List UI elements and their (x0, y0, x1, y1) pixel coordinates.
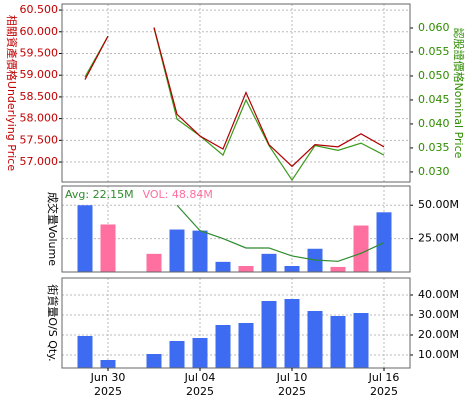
y-tick-label: 60.500 (20, 3, 59, 16)
y-tick-label: 59.500 (20, 46, 59, 59)
y-tick-label: 57.500 (20, 133, 59, 146)
bar (169, 229, 185, 272)
bar (353, 313, 369, 368)
bar (238, 323, 254, 368)
plot-frame (61, 185, 411, 273)
bar (77, 336, 93, 368)
plot-frame (61, 277, 411, 369)
y-tick-label: 30.00M (418, 308, 459, 321)
y-tick-label: 59.000 (20, 68, 59, 81)
y-axis-label: 相關資產價格Underlying Price (5, 15, 19, 171)
y2-tick-label: 0.040 (418, 117, 450, 130)
bar (77, 205, 93, 272)
bar (215, 325, 231, 368)
plot-area (62, 278, 410, 368)
average-line (176, 204, 385, 262)
bar (284, 299, 300, 368)
y2-tick-label: 0.035 (418, 141, 450, 154)
legend-entry: VOL: 48.84M (143, 188, 213, 201)
x-tick-label: Jul 10 (276, 371, 308, 384)
bar (353, 225, 369, 272)
bar (100, 360, 116, 368)
price-line (84, 27, 385, 168)
bar (192, 230, 208, 272)
y-tick-label: 57.000 (20, 155, 59, 168)
bar (376, 212, 392, 272)
bar (330, 266, 346, 272)
bar (146, 253, 162, 272)
bar (238, 265, 254, 272)
bar (169, 341, 185, 368)
bar (307, 311, 323, 368)
x-tick-year: 2025 (94, 385, 122, 398)
y-tick-label: 25.00M (418, 232, 459, 245)
y2-tick-label: 0.050 (418, 69, 450, 82)
y2-tick-label: 0.045 (418, 93, 450, 106)
y-axis-label: 街貨量O/S Qty. (46, 284, 60, 361)
bar (330, 316, 346, 368)
bar (215, 261, 231, 272)
y-tick-label: 50.00M (418, 198, 459, 211)
plot-frame (61, 3, 411, 183)
y-axis-label: 成交量Volume (46, 192, 60, 266)
bar (192, 338, 208, 368)
legend-entry: Avg: 22.15M (65, 188, 134, 201)
x-tick-label: Jul 04 (184, 371, 216, 384)
x-tick-year: 2025 (278, 385, 306, 398)
x-tick-label: Jul 16 (368, 371, 400, 384)
y2-tick-label: 0.060 (418, 21, 450, 34)
y2-axis-label: 認股證價格Nominal Price (452, 28, 466, 159)
y-tick-label: 40.00M (418, 288, 459, 301)
y2-tick-label: 0.030 (418, 165, 450, 178)
y-tick-label: 58.500 (20, 90, 59, 103)
x-tick-label: Jun 30 (90, 371, 126, 384)
plot-area (62, 4, 410, 182)
y2-tick-label: 0.055 (418, 45, 450, 58)
plot-area (62, 186, 410, 272)
y-tick-label: 20.00M (418, 328, 459, 341)
bar (261, 301, 277, 368)
y-tick-label: 10.00M (418, 348, 459, 361)
y-tick-label: 58.000 (20, 112, 59, 125)
bar (100, 224, 116, 272)
bar (284, 265, 300, 272)
y-tick-label: 60.000 (20, 25, 59, 38)
x-tick-year: 2025 (186, 385, 214, 398)
bar (261, 253, 277, 272)
x-tick-year: 2025 (370, 385, 398, 398)
bar (146, 354, 162, 368)
